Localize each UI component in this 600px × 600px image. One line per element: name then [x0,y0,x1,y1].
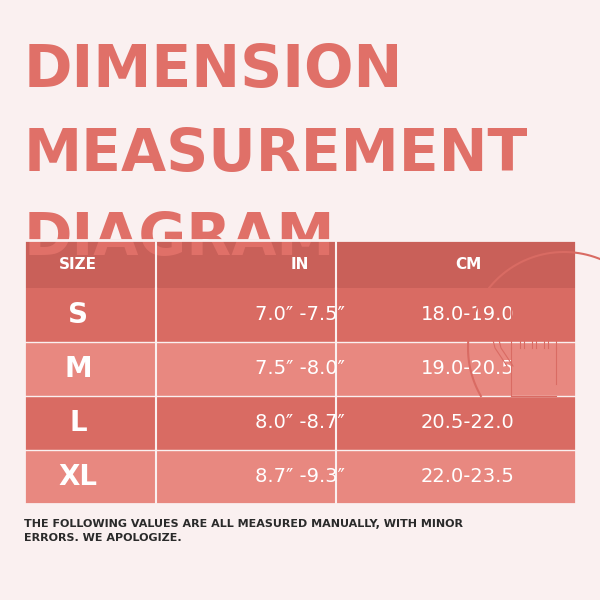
Text: CM: CM [455,257,481,271]
Text: 19.0-20.5: 19.0-20.5 [421,359,515,379]
Text: 22.0-23.5: 22.0-23.5 [421,467,515,487]
Text: SIZE: SIZE [59,257,97,271]
Text: S: S [68,301,88,329]
FancyBboxPatch shape [24,450,576,504]
FancyBboxPatch shape [24,396,576,450]
Text: IN: IN [291,257,309,271]
FancyBboxPatch shape [24,342,576,396]
Text: MEASUREMENT: MEASUREMENT [24,126,529,183]
Text: 7.0″ -7.5″: 7.0″ -7.5″ [255,305,345,325]
Text: DIMENSION: DIMENSION [24,42,403,99]
Text: DIAGRAM: DIAGRAM [24,210,335,267]
Text: 8.7″ -9.3″: 8.7″ -9.3″ [255,467,345,487]
Text: 8.0″ -8.7″: 8.0″ -8.7″ [255,413,345,433]
Text: THE FOLLOWING VALUES ARE ALL MEASURED MANUALLY, WITH MINOR
ERRORS. WE APOLOGIZE.: THE FOLLOWING VALUES ARE ALL MEASURED MA… [24,519,463,543]
Text: 7.5″ -8.0″: 7.5″ -8.0″ [255,359,345,379]
Text: 18.0-19.0: 18.0-19.0 [421,305,515,325]
Text: 20.5-22.0: 20.5-22.0 [421,413,515,433]
FancyBboxPatch shape [24,288,576,342]
Text: L: L [69,409,87,437]
Text: XL: XL [59,463,97,491]
FancyBboxPatch shape [24,240,576,288]
Text: M: M [64,355,92,383]
